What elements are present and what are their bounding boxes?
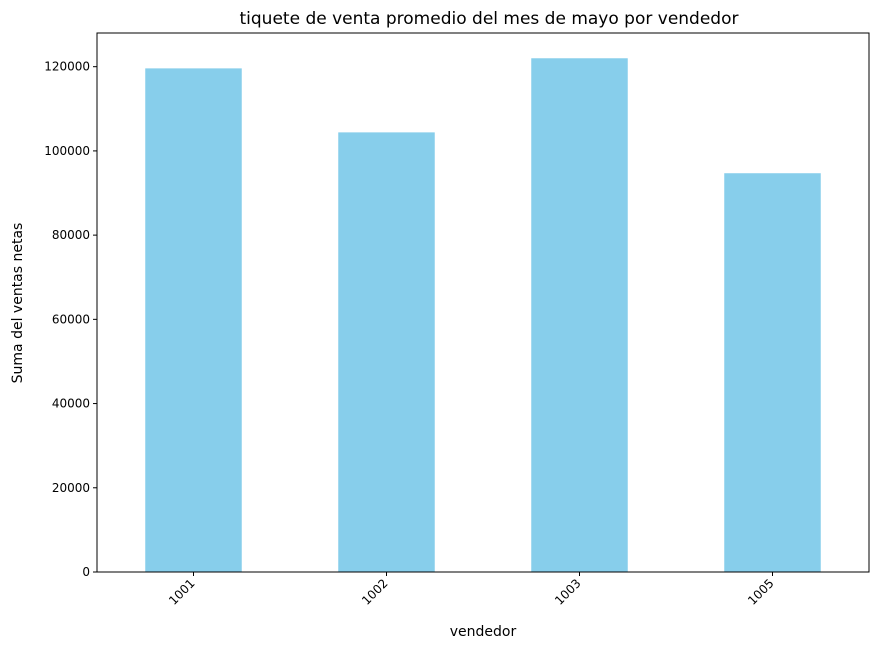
bar-1001	[145, 68, 242, 572]
bar-1002	[338, 132, 435, 573]
y-tick-label: 40000	[52, 397, 90, 411]
x-axis-label: vendedor	[450, 624, 517, 640]
bar-1003	[531, 58, 628, 572]
y-tick-label: 120000	[44, 60, 90, 74]
x-tick-label: 1005	[745, 576, 776, 607]
y-tick-label: 80000	[52, 228, 90, 242]
y-tick-label: 60000	[52, 312, 90, 326]
y-tick-label: 100000	[44, 144, 90, 158]
y-tick-label: 20000	[52, 481, 90, 495]
x-tick-label: 1003	[552, 576, 583, 607]
bar-1005	[724, 173, 821, 572]
y-axis-label: Suma del ventas netas	[10, 223, 26, 384]
chart-title: tiquete de venta promedio del mes de may…	[240, 9, 739, 29]
x-tick-label: 1002	[359, 576, 390, 607]
plot-area: 0 20000 40000 60000 80000 100000 120000 1001 100…	[44, 32, 870, 608]
x-tick-label: 1001	[166, 576, 197, 607]
y-tick-label: 0	[82, 565, 90, 579]
axes-frame	[96, 32, 870, 573]
